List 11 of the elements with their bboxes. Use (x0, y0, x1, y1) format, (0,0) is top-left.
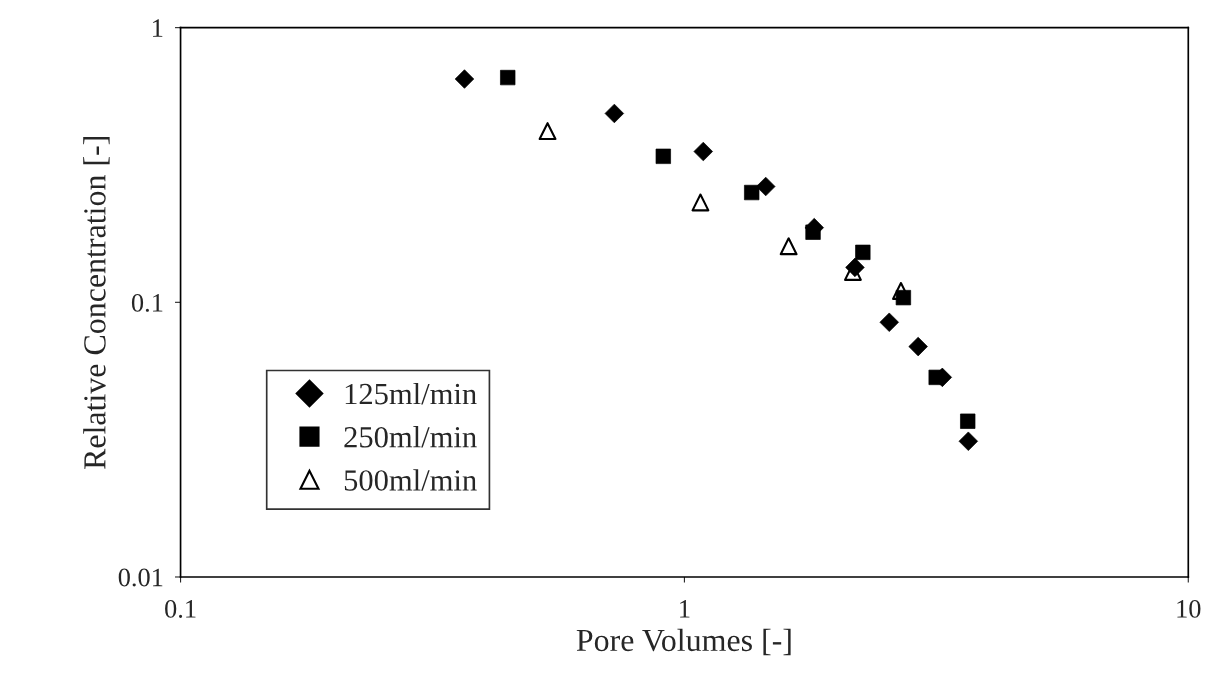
x-tick-label: 1 (680, 600, 690, 618)
y-tick-label: 0.1 (131, 293, 163, 312)
x-axis-title: Pore Volumes [-] (576, 628, 791, 656)
x-tick-label: 10 (1177, 599, 1201, 618)
y-tick-label: 1 (153, 19, 163, 37)
legend-label: 500ml/min (344, 469, 477, 491)
legend-label: 125ml/min (345, 382, 477, 405)
x-tick-label: 0.1 (165, 599, 196, 618)
y-tick-label: 0.01 (118, 568, 163, 587)
legend-label: 250ml/min (344, 426, 477, 448)
y-axis-title: Relative Concentration [-] (83, 137, 110, 470)
